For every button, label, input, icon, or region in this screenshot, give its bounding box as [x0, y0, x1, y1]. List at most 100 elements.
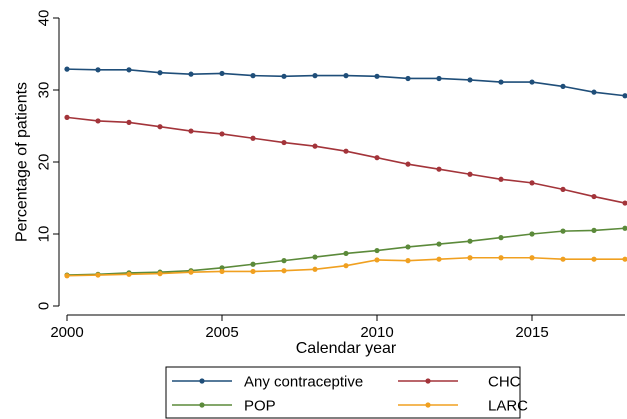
data-point-chc-2011: [405, 161, 411, 167]
data-point-larc-2009: [343, 263, 349, 269]
x-ticks: 2000 2005 2010 2015: [50, 315, 549, 341]
data-point-any-contraceptive-2001: [95, 67, 101, 73]
data-point-pop-2011: [405, 244, 411, 250]
legend-label-larc: LARC: [488, 397, 528, 414]
data-point-any-contraceptive-2011: [405, 75, 411, 82]
y-tick-label-30: 30: [35, 82, 52, 99]
data-point-chc-2009: [343, 148, 349, 154]
data-point-any-contraceptive-2007: [281, 73, 287, 79]
y-tick-label-0: 0: [35, 302, 52, 310]
data-point-pop-2018: [622, 225, 627, 231]
legend-item-pop: POP: [172, 397, 276, 414]
data-point-chc-2006: [250, 135, 256, 141]
data-point-larc-2004: [188, 269, 194, 275]
data-point-pop-2016: [560, 228, 566, 234]
y-tick-label-20: 20: [35, 154, 52, 171]
legend-box: [165, 366, 521, 419]
series-layer: [64, 66, 627, 279]
data-point-any-contraceptive-2000: [64, 66, 70, 72]
data-point-chc-2001: [95, 118, 101, 124]
legend-item-larc: LARC: [398, 397, 528, 414]
series-pop: [64, 225, 627, 278]
data-point-larc-2005: [219, 268, 225, 275]
data-point-larc-2016: [560, 256, 566, 262]
legend: Any contraceptive CHC POP LARC: [165, 366, 528, 419]
data-point-pop-2017: [591, 227, 597, 233]
data-point-chc-2005: [219, 131, 225, 137]
data-point-any-contraceptive-2018: [622, 93, 627, 99]
data-point-chc-2012: [436, 166, 442, 172]
x-tick-label-2015: 2015: [515, 324, 548, 341]
data-point-pop-2015: [529, 231, 535, 237]
data-point-pop-2013: [467, 238, 473, 244]
data-point-any-contraceptive-2014: [498, 79, 504, 85]
x-tick-label-2000: 2000: [50, 324, 83, 341]
data-point-any-contraceptive-2017: [591, 89, 597, 95]
series-any-contraceptive: [64, 66, 627, 99]
data-point-any-contraceptive-2013: [467, 77, 473, 83]
data-point-larc-2001: [95, 272, 101, 278]
data-point-chc-2003: [157, 124, 163, 130]
data-point-chc-2013: [467, 171, 473, 177]
data-point-pop-2010: [374, 247, 380, 254]
legend-item-any-contraceptive: Any contraceptive: [172, 373, 363, 390]
data-point-larc-2008: [312, 266, 318, 272]
data-point-larc-2006: [250, 268, 256, 275]
data-point-chc-2002: [126, 119, 132, 125]
data-point-larc-2011: [405, 258, 411, 264]
legend-item-chc: CHC: [398, 373, 521, 390]
data-point-pop-2005: [219, 265, 225, 271]
x-tick-label-2010: 2010: [360, 324, 393, 341]
x-tick-label-2005: 2005: [205, 324, 238, 341]
data-point-pop-2014: [498, 235, 504, 241]
legend-swatch-marker-larc: [425, 402, 431, 408]
data-point-chc-2007: [281, 139, 287, 146]
data-point-chc-2014: [498, 176, 504, 182]
data-point-pop-2007: [281, 258, 287, 264]
legend-label-any-contraceptive: Any contraceptive: [244, 373, 363, 390]
data-point-any-contraceptive-2010: [374, 73, 380, 79]
data-point-larc-2003: [157, 271, 163, 277]
data-point-any-contraceptive-2009: [343, 73, 349, 79]
data-point-any-contraceptive-2002: [126, 67, 132, 73]
y-ticks: 0 10 20 30 40: [35, 10, 59, 310]
data-point-any-contraceptive-2003: [157, 70, 163, 76]
data-point-larc-2010: [374, 257, 380, 263]
data-point-larc-2012: [436, 256, 442, 262]
data-point-chc-2016: [560, 186, 566, 192]
y-axis-title: Percentage of patients: [14, 82, 31, 242]
data-point-any-contraceptive-2016: [560, 83, 566, 89]
data-point-any-contraceptive-2004: [188, 71, 194, 77]
legend-swatch-marker-pop: [199, 402, 205, 408]
data-point-larc-2015: [529, 255, 535, 261]
series-chc: [64, 114, 627, 206]
data-point-chc-2015: [529, 180, 535, 186]
data-point-larc-2007: [281, 268, 287, 274]
data-point-pop-2006: [250, 261, 256, 267]
data-point-any-contraceptive-2005: [219, 70, 225, 77]
data-point-any-contraceptive-2008: [312, 73, 318, 79]
data-point-any-contraceptive-2015: [529, 79, 535, 85]
data-point-larc-2000: [64, 273, 70, 279]
series-line-chc: [66, 116, 626, 204]
data-point-larc-2017: [591, 256, 597, 262]
data-point-pop-2012: [436, 241, 442, 247]
data-point-larc-2013: [467, 255, 473, 261]
series-larc: [64, 255, 627, 279]
data-point-larc-2014: [498, 255, 504, 261]
data-point-chc-2010: [374, 155, 380, 161]
data-point-pop-2008: [312, 254, 318, 260]
y-tick-label-40: 40: [35, 10, 52, 27]
data-point-chc-2017: [591, 193, 597, 200]
axes: [58, 18, 625, 316]
data-point-any-contraceptive-2012: [436, 75, 442, 82]
data-point-chc-2018: [622, 200, 627, 206]
data-point-larc-2002: [126, 271, 132, 277]
data-point-chc-2008: [312, 143, 318, 149]
data-point-pop-2009: [343, 250, 349, 257]
data-point-any-contraceptive-2006: [250, 73, 256, 79]
legend-swatch-marker-any-contraceptive: [199, 378, 205, 384]
x-axis-title: Calendar year: [296, 340, 397, 357]
data-point-larc-2018: [622, 256, 627, 262]
